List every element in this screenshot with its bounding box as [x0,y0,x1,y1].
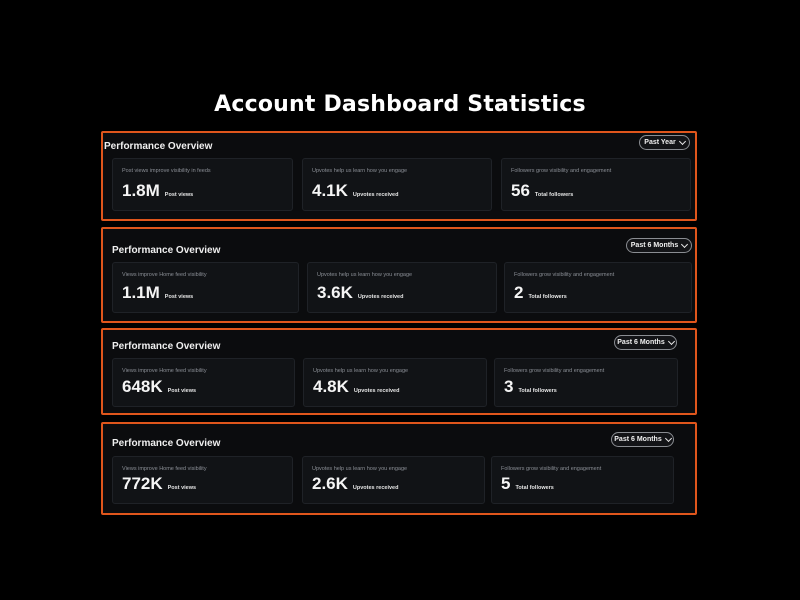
stat-card-followers: Followers grow visibility and engagement… [504,262,692,313]
time-range-dropdown[interactable]: Past 6 Months [626,238,692,253]
time-range-label: Past 6 Months [617,339,665,346]
stat-description: Followers grow visibility and engagement [514,272,615,278]
stat-description: Upvotes help us learn how you engage [312,466,408,472]
stat-card-upvotes: Upvotes help us learn how you engage 4.1… [302,158,492,211]
performance-panel: Performance Overview Past 6 Months Views… [101,422,697,515]
stat-value: 4.1K [312,181,348,200]
stat-description: Followers grow visibility and engagement [504,368,605,374]
time-range-label: Past Year [644,139,676,146]
performance-panel: Performance Overview Past Year Post view… [101,131,697,221]
stat-value: 3 [504,377,514,396]
time-range-dropdown[interactable]: Past 6 Months [614,335,677,350]
stat-label: Post views [164,192,194,198]
performance-panel: Performance Overview Past 6 Months Views… [101,227,697,323]
stat-description: Followers grow visibility and engagement [501,466,602,472]
stat-card-followers: Followers grow visibility and engagement… [491,456,674,504]
time-range-dropdown[interactable]: Past 6 Months [611,432,674,447]
stat-value: 4.8K [313,377,349,396]
performance-panel: Performance Overview Past 6 Months Views… [101,328,697,415]
stat-value: 2 [514,283,524,302]
stat-description: Views improve Home feed visibility [122,466,207,472]
stat-label: Post views [167,388,197,394]
stat-label: Upvotes received [352,192,399,198]
stat-card-views: Views improve Home feed visibility 648K … [112,358,295,407]
page-title: Account Dashboard Statistics [214,92,586,117]
stat-label: Post views [164,294,194,300]
stat-description: Views improve Home feed visibility [122,368,207,374]
stat-description: Upvotes help us learn how you engage [312,168,408,174]
stat-card-followers: Followers grow visibility and engagement… [494,358,678,407]
panel-heading: Performance Overview [104,141,213,152]
stat-description: Upvotes help us learn how you engage [317,272,413,278]
stat-label: Upvotes received [353,388,400,394]
stat-card-views: Views improve Home feed visibility 772K … [112,456,293,504]
stat-label: Total followers [528,294,567,300]
stat-value: 772K [122,474,163,493]
stat-value: 5 [501,474,511,493]
stat-description: Upvotes help us learn how you engage [313,368,409,374]
stat-value: 56 [511,181,530,200]
stat-label: Post views [167,485,197,491]
chevron-down-icon [681,240,689,248]
stat-label: Upvotes received [352,485,399,491]
chevron-down-icon [664,434,672,442]
stat-description: Followers grow visibility and engagement [511,168,612,174]
stat-value: 1.8M [122,181,160,200]
chevron-down-icon [667,337,675,345]
time-range-label: Past 6 Months [614,436,662,443]
stat-value: 2.6K [312,474,348,493]
panel-heading: Performance Overview [112,438,221,449]
time-range-dropdown[interactable]: Past Year [639,135,690,150]
stat-card-followers: Followers grow visibility and engagement… [501,158,691,211]
stat-label: Total followers [515,485,554,491]
stat-card-views: Views improve Home feed visibility 1.1M … [112,262,299,313]
stat-card-upvotes: Upvotes help us learn how you engage 3.6… [307,262,497,313]
stat-value: 3.6K [317,283,353,302]
panel-heading: Performance Overview [112,341,221,352]
stat-label: Total followers [518,388,557,394]
stat-description: Post views improve visibility in feeds [122,168,211,174]
stat-value: 648K [122,377,163,396]
stat-card-views: Post views improve visibility in feeds 1… [112,158,293,211]
panel-heading: Performance Overview [112,245,221,256]
stat-description: Views improve Home feed visibility [122,272,207,278]
stat-card-upvotes: Upvotes help us learn how you engage 4.8… [303,358,487,407]
stat-label: Upvotes received [357,294,404,300]
time-range-label: Past 6 Months [630,242,679,249]
chevron-down-icon [678,137,686,145]
stat-card-upvotes: Upvotes help us learn how you engage 2.6… [302,456,485,504]
stat-value: 1.1M [122,283,160,302]
stat-label: Total followers [534,192,574,198]
